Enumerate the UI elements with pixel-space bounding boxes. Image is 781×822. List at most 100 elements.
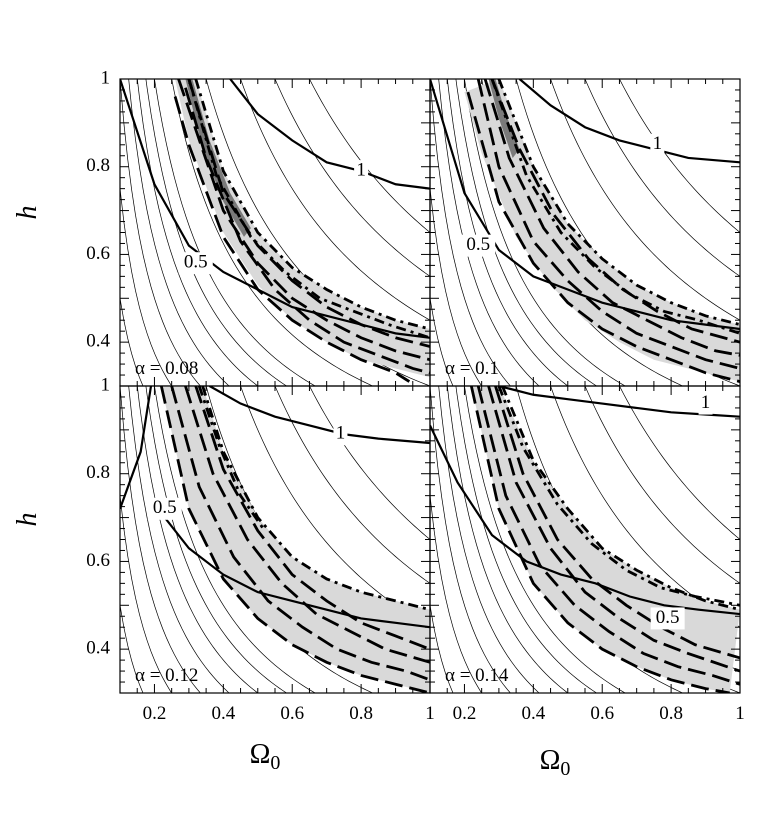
background-contour — [145, 79, 288, 386]
x-tick-label: 0.8 — [349, 703, 373, 724]
background-contour — [309, 79, 430, 233]
dashdot-line — [201, 386, 430, 612]
x-tick-label: 1 — [425, 703, 435, 724]
dashdot-line — [497, 386, 740, 607]
background-contour — [550, 79, 740, 321]
background-contour — [619, 79, 740, 233]
background-contour — [430, 386, 511, 693]
alpha-label: α = 0.12 — [135, 665, 198, 686]
contour-label: 0.5 — [153, 497, 177, 518]
shaded-band — [464, 79, 740, 382]
x-tick-label: 0.6 — [280, 703, 304, 724]
background-contour — [464, 386, 626, 693]
background-contour — [136, 386, 259, 693]
x-tick-label: 0.8 — [659, 703, 683, 724]
background-contour — [128, 79, 230, 386]
contour-label-bg — [333, 423, 348, 446]
dashed-line — [476, 79, 740, 370]
panel-2: 0.5 1 α = 0.1 — [429, 78, 741, 387]
dashed-line — [483, 79, 740, 357]
dashed-line — [187, 79, 430, 348]
background-contour — [120, 386, 201, 693]
background-contour — [136, 79, 259, 386]
alpha-label: α = 0.1 — [445, 358, 499, 379]
y-tick-label: 0.4 — [86, 331, 110, 352]
shaded-band — [161, 386, 430, 693]
background-contour — [619, 386, 740, 540]
dashed-line — [177, 79, 430, 362]
contour-label-bg — [650, 607, 685, 630]
thick-solid-line — [120, 79, 430, 339]
dashed-line — [494, 386, 740, 660]
background-contour — [171, 79, 374, 386]
x-axis-title: Ω0 — [540, 745, 571, 780]
y-tick-label: 0.8 — [86, 155, 110, 176]
axis-layer: h h Ω0 Ω0 — [12, 206, 570, 781]
dashed-line — [476, 386, 740, 686]
contour-label-bg — [178, 252, 213, 275]
background-contour — [154, 386, 316, 693]
background-contour — [584, 79, 740, 277]
dashed-line — [184, 87, 430, 375]
contour-label-bg — [147, 497, 182, 520]
x-tick-label: 0.2 — [143, 703, 167, 724]
panel-1: 0.5 1 α = 0.08 0.4 0.6 0.8 1 — [86, 67, 431, 387]
contour-label: 1 — [356, 159, 366, 180]
contour-label: 1 — [701, 392, 711, 413]
panel-3: 0.5 1 α = 0.12 0.4 0.6 0.8 1 0.2 0.4 0.6 0.8 1 — [86, 374, 435, 724]
contour-label-bg — [461, 234, 496, 257]
background-contour — [584, 386, 740, 584]
y-tick-label: 1 — [101, 67, 111, 88]
dashed-line — [170, 386, 430, 682]
contour-label: 1 — [653, 133, 663, 154]
background-contour — [274, 79, 430, 277]
thick-solid-line — [120, 386, 153, 510]
contour-label-bg — [354, 160, 369, 183]
background-contour — [154, 79, 316, 386]
background-contour — [128, 386, 230, 693]
background-contour — [309, 386, 430, 540]
dashed-line — [159, 386, 430, 693]
y-tick-label: 0.6 — [86, 243, 110, 264]
panel-plot-area — [120, 79, 430, 386]
background-contour — [430, 79, 511, 386]
alpha-label: α = 0.08 — [135, 358, 198, 379]
background-contour — [120, 79, 201, 386]
x-tick-label: 0.4 — [521, 703, 545, 724]
x-tick-label: 0.6 — [590, 703, 614, 724]
panels-layer: 0.5 1 α = 0.08 0.4 0.6 0.8 1 0.5 1 α = 0.1 0.5 1 α =… — [86, 67, 745, 724]
dashdot-line — [497, 79, 740, 326]
background-contour — [446, 386, 569, 693]
thick-solid-line — [518, 79, 740, 164]
x-tick-label: 1 — [735, 703, 745, 724]
background-contour — [550, 386, 740, 628]
dashed-line — [466, 91, 740, 383]
background-contour — [438, 386, 540, 693]
contour-label: 0.5 — [184, 252, 208, 273]
y-axis-title: h — [12, 513, 43, 527]
dashdot-line — [490, 79, 740, 335]
dashed-line — [487, 386, 740, 673]
thick-solid-line — [430, 79, 740, 331]
dashdot-line — [187, 79, 430, 340]
y-tick-label: 0.6 — [86, 550, 110, 571]
dashed-line — [173, 96, 411, 383]
dashdot-line — [194, 79, 430, 331]
x-tick-label: 0.2 — [453, 703, 477, 724]
background-contour — [240, 79, 430, 321]
alpha-label: α = 0.14 — [445, 665, 509, 686]
background-contour — [464, 79, 626, 386]
dashed-line — [194, 386, 430, 651]
thick-solid-line — [209, 386, 430, 445]
contour-label: 0.5 — [466, 234, 490, 255]
x-axis-title: Ω0 — [250, 739, 281, 774]
panel-4: 0.5 1 α = 0.14 0.2 0.4 0.6 0.8 1 — [429, 385, 745, 724]
contour-label-bg — [650, 133, 665, 156]
background-contour — [274, 386, 430, 584]
y-tick-label: 0.8 — [86, 462, 110, 483]
background-contour — [438, 79, 540, 386]
contour-label: 1 — [336, 423, 346, 444]
y-tick-label: 1 — [101, 374, 111, 395]
